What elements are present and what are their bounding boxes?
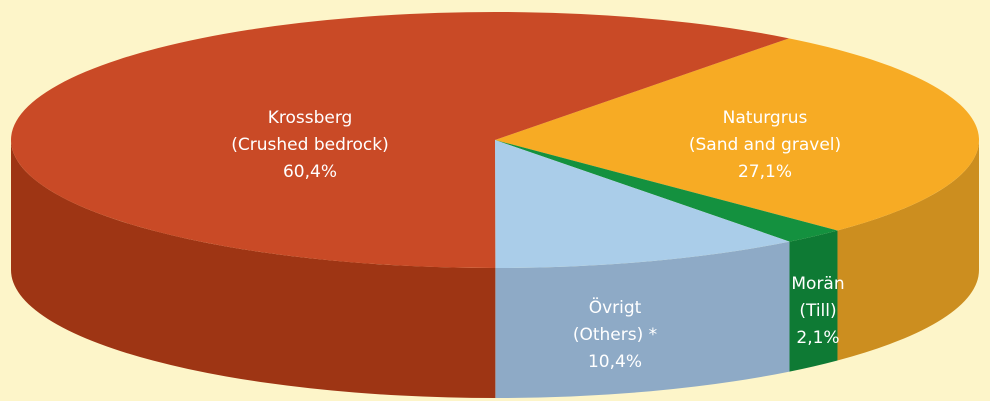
slice-value-label: 60,4%	[283, 162, 337, 182]
slice-label-translation: (Sand and gravel)	[689, 135, 841, 155]
slice-label: Krossberg	[268, 108, 353, 128]
slice	[495, 140, 790, 268]
slice	[10, 11, 789, 269]
slice-side	[495, 241, 790, 398]
slice-label: Naturgrus	[723, 108, 808, 128]
slice-value-label: 10,4%	[588, 352, 642, 372]
slice-label-translation: (Crushed bedrock)	[231, 135, 388, 155]
slice-label-translation: (Others) *	[573, 325, 657, 345]
slice-side	[11, 140, 496, 399]
slice	[495, 38, 979, 231]
slice-label: Morän	[791, 274, 844, 294]
slice-side	[789, 230, 838, 372]
slice-label-translation: (Till)	[799, 301, 836, 321]
slice-side	[837, 140, 979, 361]
slice-value-label: 2,1%	[796, 328, 839, 348]
slice	[495, 140, 838, 242]
slice-label: Övrigt	[589, 296, 642, 318]
slice-value-label: 27,1%	[738, 162, 792, 182]
